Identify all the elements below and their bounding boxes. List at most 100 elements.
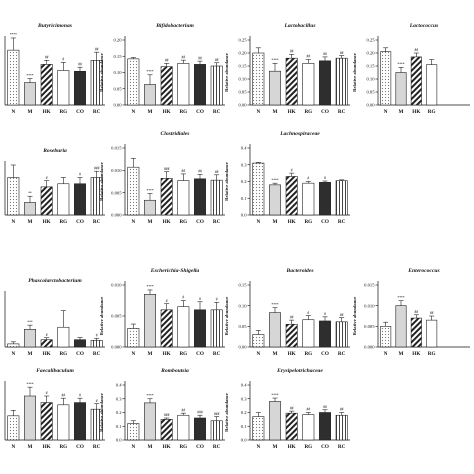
significance-label: ### (197, 410, 203, 414)
x-tick-label: N (11, 109, 15, 115)
significance-label: ## (78, 62, 82, 66)
x-tick-label: CO (321, 351, 329, 357)
bar-n (7, 49, 20, 106)
bar-hk (285, 323, 298, 348)
y-tick-label: 0.015 (364, 283, 375, 288)
bar-hk (285, 412, 298, 441)
panel-lachnospiraceae: Lachnospiraceae 0.0 0.1 0.2 0.3 0.4 Relative a… (224, 131, 350, 225)
y-tick-label: 0.2 (241, 410, 247, 415)
x-tick-label: N (384, 109, 388, 115)
significance-label: **** (146, 70, 153, 74)
y-tick-label: 0.000 (111, 345, 122, 350)
bar-n (127, 58, 140, 106)
significance-label: # (307, 177, 309, 181)
significance-label: ## (198, 56, 202, 60)
bar-co (74, 183, 86, 216)
x-tick-label: HK (288, 109, 296, 115)
significance-label: ### (94, 166, 100, 170)
panel-title: Erysipelotrichaceae (276, 368, 323, 374)
significance-label: ## (182, 408, 186, 412)
y-tick-label: 0.05 (238, 90, 247, 95)
x-tick-label: RC (93, 444, 101, 450)
bar-rc (335, 321, 348, 348)
significance-label: **** (26, 74, 33, 78)
x-tick-label: N (256, 351, 260, 357)
x-tick-label: HK (43, 219, 51, 225)
significance-label: **** (146, 285, 153, 289)
y-tick-label: 0.1 (116, 424, 122, 429)
x-tick-label: HK (163, 351, 171, 357)
x-tick-label: N (11, 444, 15, 450)
y-tick-label: 0.4 (241, 146, 247, 151)
significance-label: ## (215, 58, 219, 62)
significance-label: **** (26, 382, 33, 386)
x-tick-label: RC (213, 351, 221, 357)
panel-title: Butyricimonas (37, 23, 72, 29)
y-tick-label: 0.20 (366, 51, 375, 56)
x-tick-label: CO (196, 219, 204, 225)
bar-m (144, 84, 156, 106)
panel-title: Faecalibaculum (36, 368, 74, 374)
bar-co (74, 70, 86, 106)
x-tick-label: RG (59, 351, 67, 357)
bar-hk (40, 402, 53, 441)
significance-label: # (62, 58, 64, 62)
bar-rg (57, 404, 70, 441)
bar-rc (335, 180, 348, 216)
y-tick-label: 0.20 (113, 38, 122, 43)
panel-title: Escherichia-Shigella (150, 268, 200, 274)
significance-label: # (324, 176, 326, 180)
x-tick-label: M (28, 444, 33, 450)
bar-n (7, 177, 20, 216)
significance-label: # (79, 393, 81, 397)
bar-m (269, 184, 281, 216)
bar-co (319, 182, 331, 216)
y-axis-label: Relative abundance (99, 393, 104, 432)
y-tick-label: 0.015 (111, 146, 122, 151)
significance-label: ## (290, 315, 294, 319)
x-tick-label: RG (59, 444, 67, 450)
significance-label: ## (415, 48, 419, 52)
bar-co (319, 412, 331, 441)
y-axis-label: Relative abundance (224, 393, 229, 432)
y-tick-label: 0.005 (111, 190, 122, 195)
bar-rc (335, 57, 348, 106)
y-axis-label: Relative abundance (224, 53, 229, 92)
y-axis-label: Relative abundance (224, 297, 229, 336)
bar-m (269, 312, 281, 348)
x-tick-label: RG (304, 219, 312, 225)
y-tick-label: 0.2 (241, 179, 247, 184)
bar-rc (210, 65, 223, 106)
y-tick-label: 0.15 (366, 64, 375, 69)
panel-title: Clostridiales (161, 131, 190, 137)
x-tick-label: RC (213, 109, 221, 115)
significance-label: ** (28, 191, 32, 195)
y-tick-label: 0.0 (116, 438, 122, 443)
bar-hk (160, 309, 173, 348)
y-tick-label: 0.10 (366, 77, 375, 82)
bar-co (194, 64, 206, 106)
significance-label: ## (215, 170, 219, 174)
significance-label: # (46, 391, 48, 395)
panel-title: Roseburia (42, 148, 67, 154)
x-tick-label: RG (179, 219, 187, 225)
x-tick-label: N (256, 219, 260, 225)
bar-hk (40, 64, 53, 106)
y-tick-label: 0.00 (113, 103, 122, 108)
significance-label: # (46, 333, 48, 337)
x-tick-label: CO (196, 444, 204, 450)
bar-rg (426, 319, 438, 348)
y-tick-label: 0.3 (241, 396, 247, 401)
significance-label: ## (290, 406, 294, 410)
y-tick-label: 0.000 (364, 345, 375, 350)
x-tick-label: CO (76, 444, 84, 450)
significance-label: ## (198, 170, 202, 174)
x-tick-label: M (148, 351, 153, 357)
significance-label: # (182, 296, 184, 300)
significance-label: # (199, 297, 201, 301)
x-tick-label: RC (93, 109, 101, 115)
x-tick-label: N (256, 109, 260, 115)
bar-m (24, 82, 36, 106)
bar-n (127, 423, 140, 441)
y-tick-label: 0.0 (241, 438, 247, 443)
